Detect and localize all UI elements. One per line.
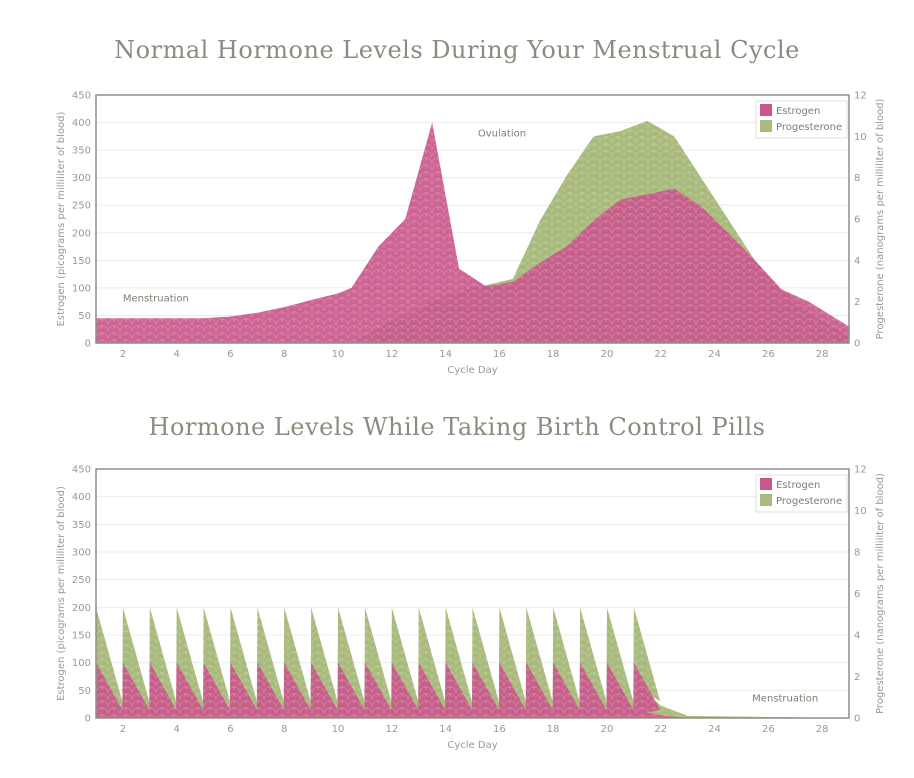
y-tick-label: 150 <box>72 256 91 267</box>
y-tick-label: 450 <box>72 465 91 476</box>
y2-axis-title: Progesterone (nanograms per milliliter o… <box>875 473 886 714</box>
y-tick-label: 0 <box>85 714 91 725</box>
y-tick-label: 50 <box>78 686 91 697</box>
x-tick-label: 28 <box>816 349 829 360</box>
x-tick-label: 24 <box>708 349 721 360</box>
x-tick-label: 22 <box>654 724 667 735</box>
y-tick-label: 300 <box>72 548 91 559</box>
y2-tick-label: 12 <box>854 91 867 102</box>
legend: Estrogen Progesterone <box>755 474 848 513</box>
y2-tick-label: 6 <box>854 215 860 226</box>
y-tick-label: 250 <box>72 575 91 586</box>
y2-tick-label: 0 <box>854 714 860 725</box>
estrogen-area-texture <box>96 122 849 343</box>
annotation-menstruation: Menstruation <box>123 294 189 305</box>
y-tick-label: 100 <box>72 658 91 669</box>
x-tick-label: 20 <box>601 349 614 360</box>
y-axis-title: Estrogen (picograms per milliliter of bl… <box>56 486 67 701</box>
x-axis-title: Cycle Day <box>447 365 497 376</box>
legend-label-estrogen: Estrogen <box>776 480 820 491</box>
y2-tick-label: 2 <box>854 297 860 308</box>
x-tick-label: 16 <box>493 724 506 735</box>
y-tick-label: 150 <box>72 631 91 642</box>
legend-swatch-progesterone <box>760 120 772 132</box>
y-tick-label: 250 <box>72 201 91 212</box>
y2-tick-label: 10 <box>854 506 867 517</box>
x-tick-label: 12 <box>385 724 398 735</box>
y-tick-label: 350 <box>72 520 91 531</box>
estrogen-area-texture <box>96 662 849 718</box>
x-tick-label: 22 <box>654 349 667 360</box>
x-tick-label: 18 <box>547 724 560 735</box>
x-tick-label: 18 <box>547 349 560 360</box>
y-tick-label: 300 <box>72 173 91 184</box>
plot-frame <box>95 94 850 344</box>
chart-2-title: Hormone Levels While Taking Birth Contro… <box>148 413 766 441</box>
legend: Estrogen Progesterone <box>755 100 848 139</box>
legend-swatch-estrogen <box>760 104 772 116</box>
x-tick-label: 26 <box>762 349 775 360</box>
annotation-ovulation: Ovulation <box>478 128 526 139</box>
y2-tick-label: 10 <box>854 132 867 143</box>
chart-1-title: Normal Hormone Levels During Your Menstr… <box>114 36 800 64</box>
x-tick-label: 6 <box>227 724 233 735</box>
y2-tick-label: 8 <box>854 173 860 184</box>
y-tick-label: 100 <box>72 283 91 294</box>
x-tick-label: 10 <box>332 349 345 360</box>
y-tick-label: 200 <box>72 603 91 614</box>
x-tick-label: 4 <box>173 349 179 360</box>
y2-tick-label: 6 <box>854 589 860 600</box>
x-tick-label: 14 <box>439 349 452 360</box>
y-tick-label: 50 <box>78 311 91 322</box>
x-tick-label: 2 <box>120 724 126 735</box>
annotation-menstruation: Menstruation <box>752 693 818 704</box>
y2-tick-label: 8 <box>854 548 860 559</box>
x-tick-label: 10 <box>332 724 345 735</box>
x-tick-label: 16 <box>493 349 506 360</box>
x-tick-label: 8 <box>281 724 287 735</box>
y-tick-label: 450 <box>72 91 91 102</box>
x-tick-label: 20 <box>601 724 614 735</box>
x-tick-label: 2 <box>120 349 126 360</box>
y-tick-label: 400 <box>72 118 91 129</box>
x-tick-label: 12 <box>385 349 398 360</box>
y-tick-label: 400 <box>72 492 91 503</box>
y-tick-label: 200 <box>72 228 91 239</box>
legend-label-estrogen: Estrogen <box>776 106 820 117</box>
legend-label-progesterone: Progesterone <box>776 496 842 507</box>
y-axis-title: Estrogen (picograms per milliliter of bl… <box>56 111 67 326</box>
x-tick-label: 24 <box>708 724 721 735</box>
x-axis-title: Cycle Day <box>447 740 497 751</box>
y2-tick-label: 0 <box>854 339 860 350</box>
x-tick-label: 26 <box>762 724 775 735</box>
legend-label-progesterone: Progesterone <box>776 122 842 133</box>
legend-swatch-progesterone <box>760 494 772 506</box>
y-tick-label: 350 <box>72 146 91 157</box>
x-tick-label: 28 <box>816 724 829 735</box>
x-tick-label: 8 <box>281 349 287 360</box>
y2-tick-label: 4 <box>854 631 860 642</box>
legend-swatch-estrogen <box>760 478 772 490</box>
y2-axis-title: Progesterone (nanograms per milliliter o… <box>875 98 886 339</box>
x-tick-label: 14 <box>439 724 452 735</box>
y-tick-label: 0 <box>85 339 91 350</box>
x-tick-label: 4 <box>173 724 179 735</box>
y2-tick-label: 4 <box>854 256 860 267</box>
x-tick-label: 6 <box>227 349 233 360</box>
y2-tick-label: 2 <box>854 672 860 683</box>
y2-tick-label: 12 <box>854 465 867 476</box>
plot-frame <box>95 468 850 719</box>
